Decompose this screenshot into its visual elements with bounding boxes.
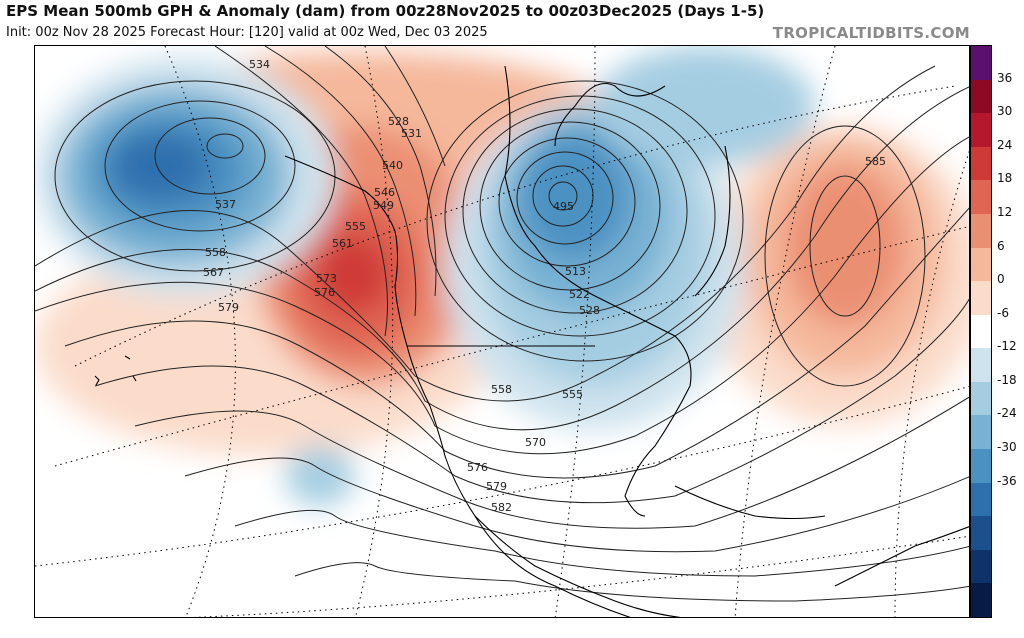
colorbar-tick-label: -24	[997, 406, 1017, 421]
contour-label: 567	[203, 266, 224, 279]
contour-label: 534	[249, 58, 270, 71]
contour-label: 528	[388, 115, 409, 128]
chart-subtitle: Init: 00z Nov 28 2025 Forecast Hour: [12…	[6, 25, 488, 40]
map-panel: 534 528 531 540 546 549 555 561 573 576 …	[34, 45, 970, 618]
anomaly-shading	[35, 46, 969, 506]
colorbar-segment	[971, 213, 991, 249]
contour-label: 573	[316, 272, 337, 285]
contour-label: 513	[565, 265, 586, 278]
colorbar-segment	[971, 482, 991, 517]
colorbar-tick-label: 12	[997, 204, 1013, 219]
colorbar-segment	[971, 314, 991, 349]
contour-label: 555	[345, 220, 366, 233]
colorbar-segment	[971, 46, 991, 81]
colorbar-tick-label: -30	[997, 440, 1017, 455]
contour-label: 576	[314, 286, 335, 299]
contour-label: 546	[374, 186, 395, 199]
contour-labels: 534 528 531 540 546 549 555 561 573 576 …	[203, 58, 886, 514]
contour-label: 579	[486, 480, 507, 493]
colorbar-segment	[971, 247, 991, 282]
map-canvas: 534 528 531 540 546 549 555 561 573 576 …	[35, 46, 969, 617]
graticule	[35, 46, 969, 617]
colorbar-segment	[971, 79, 991, 114]
contour-label: 576	[467, 461, 488, 474]
colorbar-segment	[971, 583, 991, 618]
colorbar-segment	[971, 415, 991, 450]
contour-label: 495	[553, 200, 574, 213]
contour-label: 585	[865, 155, 886, 168]
colorbar-segment	[971, 146, 991, 181]
contour-label: 555	[562, 388, 583, 401]
colorbar-segment	[971, 516, 991, 551]
colorbar-segment	[971, 281, 991, 316]
contour-label: 549	[373, 199, 394, 212]
contour-label: 522	[569, 288, 590, 301]
contour-label: 558	[491, 383, 512, 396]
height-contours	[35, 46, 969, 602]
colorbar-tick-label: -36	[997, 473, 1017, 488]
colorbar-segment	[971, 348, 991, 383]
contour-label: 579	[218, 301, 239, 314]
contour-label: 540	[382, 159, 403, 172]
anomaly-colorbar	[970, 45, 992, 618]
colorbar-tick-label: 30	[997, 104, 1013, 119]
contour-label: 537	[215, 198, 236, 211]
contour-label: 570	[525, 436, 546, 449]
colorbar-tick-label: -6	[997, 305, 1009, 320]
colorbar-segment	[971, 549, 991, 584]
colorbar-tick-label: 18	[997, 171, 1013, 186]
colorbar-tick-label: 0	[997, 272, 1005, 287]
contour-label: 558	[205, 246, 226, 259]
colorbar-segment	[971, 449, 991, 484]
chart-title: EPS Mean 500mb GPH & Anomaly (dam) from …	[6, 2, 765, 20]
colorbar-segment	[971, 180, 991, 215]
colorbar-tick-label: 24	[997, 137, 1013, 152]
colorbar-tick-label: -18	[997, 372, 1017, 387]
contour-label: 582	[491, 501, 512, 514]
colorbar-tick-label: -12	[997, 339, 1017, 354]
colorbar-tick-label: 36	[997, 70, 1013, 85]
colorbar-segment	[971, 113, 991, 148]
colorbar-tick-label: 6	[997, 238, 1005, 253]
brand-watermark: TROPICALTIDBITS.COM	[772, 24, 970, 42]
contour-label: 528	[579, 304, 600, 317]
contour-label: 561	[332, 237, 353, 250]
colorbar-segment	[971, 381, 991, 416]
contour-label: 531	[401, 127, 422, 140]
coastlines	[94, 65, 969, 617]
